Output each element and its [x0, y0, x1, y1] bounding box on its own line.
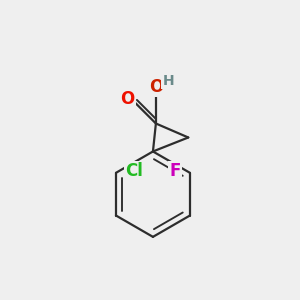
Text: O: O [149, 78, 163, 96]
Text: Cl: Cl [125, 162, 143, 180]
Text: O: O [120, 90, 135, 108]
Text: H: H [162, 74, 174, 88]
Text: F: F [169, 162, 181, 180]
